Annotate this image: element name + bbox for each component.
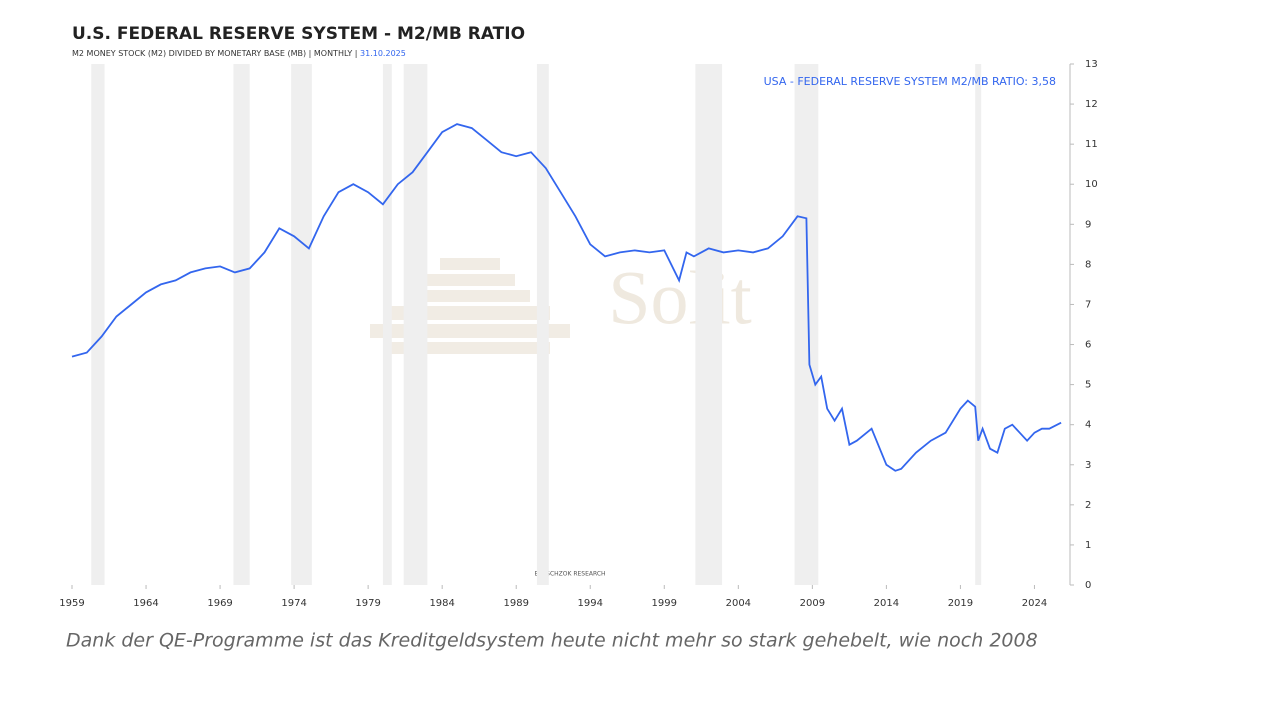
chart-title: U.S. FEDERAL RESERVE SYSTEM - M2/MB RATI… xyxy=(72,24,525,44)
x-tick-label: 1999 xyxy=(652,598,677,609)
x-tick-label: 1979 xyxy=(355,598,380,609)
series-line xyxy=(71,123,1062,472)
y-tick-label: 11 xyxy=(1085,139,1098,150)
x-tick-label: 1994 xyxy=(578,598,603,609)
shaded-period xyxy=(382,64,392,585)
x-tick-label: 2009 xyxy=(800,598,825,609)
y-tick-label: 3 xyxy=(1085,460,1091,471)
x-tick-label: 2024 xyxy=(1022,598,1047,609)
x-tick-label: 1989 xyxy=(503,598,528,609)
y-tick-label: 8 xyxy=(1085,259,1091,270)
x-tick-label: 2004 xyxy=(726,598,751,609)
subtitle-text: M2 MONEY STOCK (M2) DIVIDED BY MONETARY … xyxy=(72,49,360,58)
y-tick-label: 12 xyxy=(1085,99,1098,110)
credit: BLASCHZOK RESEARCH xyxy=(534,571,605,578)
caption: Dank der QE-Programme ist das Kreditgeld… xyxy=(66,630,1038,652)
y-tick-label: 4 xyxy=(1085,420,1091,431)
shaded-period xyxy=(975,64,982,585)
watermark-logo xyxy=(370,258,570,354)
x-tick-label: 2019 xyxy=(948,598,973,609)
x-tick-label: 2014 xyxy=(874,598,899,609)
y-tick-label: 10 xyxy=(1085,179,1098,190)
x-tick-label: 1964 xyxy=(133,598,158,609)
shaded-period xyxy=(536,64,549,585)
chart-subtitle: M2 MONEY STOCK (M2) DIVIDED BY MONETARY … xyxy=(72,49,406,58)
watermark: Solit xyxy=(608,256,752,340)
y-tick-label: 0 xyxy=(1085,580,1091,591)
date: 31.10.2025 xyxy=(360,49,406,58)
y-tick-label: 7 xyxy=(1085,299,1091,310)
shaded-period xyxy=(794,64,819,585)
y-tick-label: 13 xyxy=(1085,59,1098,70)
x-tick-label: 1959 xyxy=(59,598,84,609)
shaded-period xyxy=(233,64,250,585)
shaded-period xyxy=(403,64,428,585)
y-tick-label: 2 xyxy=(1085,500,1091,511)
legend-label: USA - FEDERAL RESERVE SYSTEM M2/MB RATIO… xyxy=(764,75,1056,88)
y-tick-label: 9 xyxy=(1085,219,1091,230)
shaded-period xyxy=(695,64,723,585)
shaded-period xyxy=(291,64,312,585)
shaded-period xyxy=(91,64,105,585)
y-tick-label: 5 xyxy=(1085,380,1091,391)
y-tick-label: 1 xyxy=(1085,540,1091,551)
x-tick-label: 1969 xyxy=(207,598,232,609)
y-tick-label: 6 xyxy=(1085,340,1091,351)
x-tick-label: 1974 xyxy=(281,598,306,609)
x-tick-label: 1984 xyxy=(429,598,454,609)
